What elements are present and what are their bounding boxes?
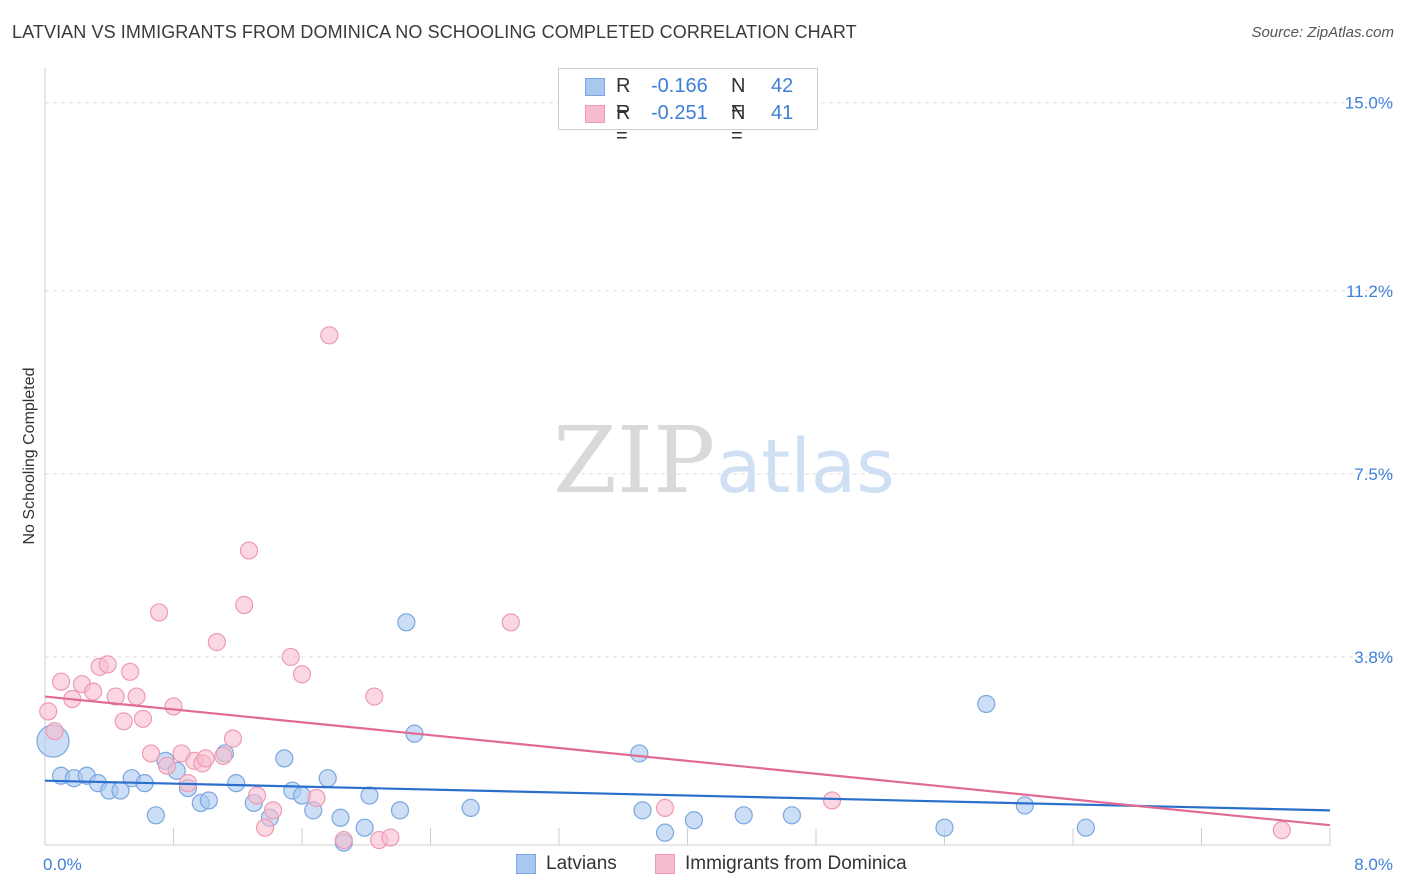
dominica-point bbox=[106, 687, 125, 706]
watermark-zip: ZIP bbox=[553, 407, 715, 514]
latvian-point bbox=[977, 694, 996, 714]
latvian-point bbox=[684, 811, 704, 830]
latvian-point bbox=[655, 823, 675, 842]
source-credit: Source: ZipAtlas.com bbox=[1251, 24, 1394, 41]
dominica-point bbox=[381, 828, 400, 847]
dominica-point bbox=[121, 662, 140, 681]
latvian-point bbox=[318, 769, 337, 788]
dominica-legend-label: Immigrants from Dominica bbox=[685, 853, 907, 874]
dominica-point bbox=[164, 697, 183, 716]
dominica-point bbox=[223, 729, 243, 748]
r-label: R = bbox=[616, 102, 631, 147]
dominica-point bbox=[281, 647, 300, 667]
n-label: N = bbox=[731, 75, 746, 120]
n-value: 42 bbox=[771, 75, 794, 97]
dominica-point bbox=[214, 746, 233, 766]
dominica-point bbox=[501, 613, 520, 632]
y-tick-label: 11.2% bbox=[1346, 282, 1393, 301]
latvian-point bbox=[227, 774, 246, 793]
x-tick-label: 0.0% bbox=[43, 855, 82, 874]
y-axis-title: No Schooling Completed bbox=[21, 368, 38, 545]
watermark-atlas: atlas bbox=[716, 424, 895, 510]
latvian-point bbox=[630, 744, 649, 763]
dominica-point bbox=[157, 756, 177, 775]
dominica-point bbox=[235, 595, 254, 615]
latvians-swatch bbox=[585, 78, 605, 96]
latvian-point bbox=[397, 613, 416, 632]
dominica-point bbox=[45, 722, 64, 741]
dominica-swatch bbox=[585, 105, 605, 123]
dominica-point bbox=[196, 749, 215, 768]
correlation-legend: R = -0.166 N = 42 R = -0.251 N = 41 bbox=[558, 68, 818, 147]
y-tick-label: 3.8% bbox=[1354, 648, 1393, 667]
dominica-point bbox=[207, 633, 226, 652]
latvian-point bbox=[360, 786, 379, 805]
dominica-point bbox=[307, 788, 326, 808]
latvian-point bbox=[331, 808, 350, 827]
latvian-point bbox=[355, 818, 374, 837]
dominica-point bbox=[263, 801, 283, 820]
dominica-point bbox=[84, 682, 103, 701]
r-label: R = bbox=[616, 75, 631, 120]
x-tick-label: 8.0% bbox=[1354, 855, 1393, 874]
latvians-legend-swatch bbox=[516, 854, 536, 874]
dominica-point bbox=[822, 791, 842, 810]
latvian-point bbox=[1015, 796, 1034, 815]
n-label: N = bbox=[731, 102, 746, 147]
dominica-trendline bbox=[44, 695, 1331, 827]
dominica-point bbox=[320, 326, 339, 345]
latvian-point bbox=[782, 806, 802, 825]
dominica-point bbox=[114, 712, 133, 731]
dominica-point bbox=[141, 744, 161, 763]
dominica-point bbox=[255, 818, 275, 837]
latvian-point bbox=[146, 806, 165, 825]
dominica-point bbox=[247, 786, 267, 805]
r-value: -0.251 bbox=[651, 102, 708, 124]
latvian-point bbox=[199, 791, 218, 810]
latvians-legend-label: Latvians bbox=[546, 853, 617, 874]
latvian-point bbox=[275, 749, 294, 768]
latvian-point bbox=[734, 806, 753, 825]
dominica-point bbox=[334, 830, 353, 850]
chart-title: LATVIAN VS IMMIGRANTS FROM DOMINICA NO S… bbox=[12, 22, 857, 42]
dominica-legend-swatch bbox=[655, 854, 675, 874]
dominica-point bbox=[239, 541, 259, 560]
dominica-point bbox=[149, 603, 169, 622]
dominica-point bbox=[98, 655, 117, 674]
latvian-point bbox=[1076, 818, 1095, 837]
dominica-point bbox=[51, 672, 71, 691]
latvian-point bbox=[935, 818, 954, 837]
y-tick-label: 15.0% bbox=[1345, 94, 1393, 113]
dominica-point bbox=[365, 687, 384, 706]
dominica-point bbox=[127, 687, 146, 706]
latvian-point bbox=[633, 801, 652, 820]
n-value: 41 bbox=[771, 102, 794, 124]
latvian-point bbox=[461, 798, 480, 817]
dominica-point bbox=[292, 665, 312, 684]
latvian-trendline bbox=[44, 779, 1331, 812]
r-value: -0.166 bbox=[651, 75, 708, 97]
y-tick-label: 7.5% bbox=[1354, 465, 1393, 484]
dominica-point bbox=[655, 798, 675, 817]
latvian-point bbox=[390, 801, 410, 820]
dominica-point bbox=[133, 709, 153, 728]
dominica-point bbox=[39, 702, 58, 721]
dominica-point bbox=[1272, 821, 1291, 840]
